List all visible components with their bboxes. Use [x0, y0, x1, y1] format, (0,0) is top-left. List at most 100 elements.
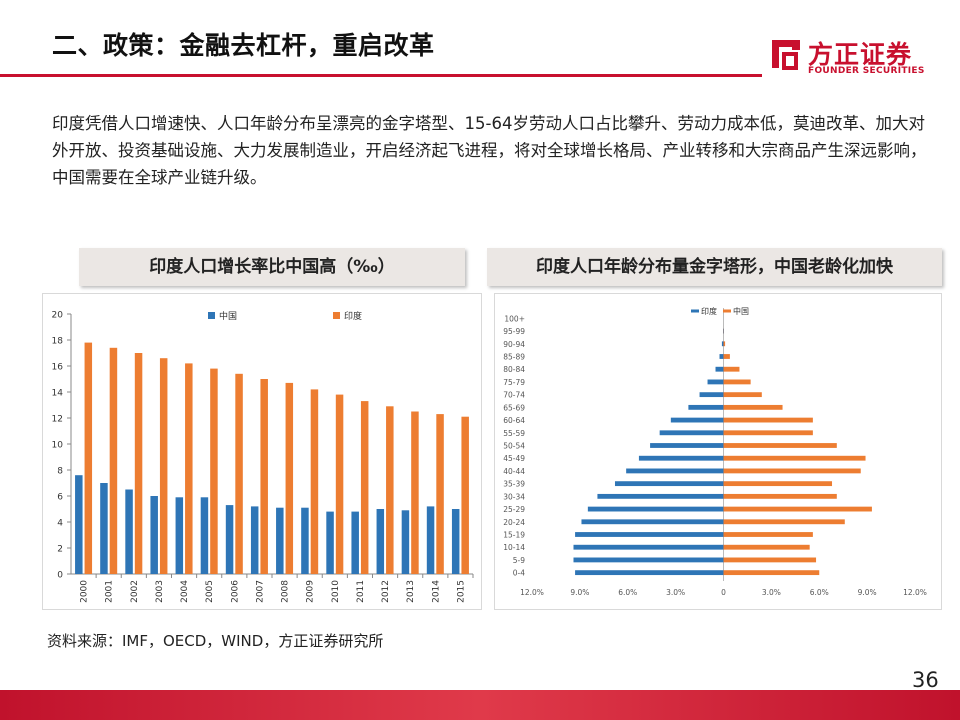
age-group-label: 40-44	[503, 467, 525, 476]
x-tick-label: 2013	[406, 580, 416, 603]
india-bar-2007	[260, 379, 268, 574]
india-bar-2002	[134, 353, 143, 574]
title-divider	[0, 74, 762, 77]
legend-label: 中国	[733, 306, 749, 316]
india-bar-2008	[285, 382, 294, 574]
x-tick-label: 2010	[331, 580, 341, 603]
india-bar-2014	[436, 414, 444, 574]
india-bar-2013	[411, 411, 419, 574]
x-tick-label: 2002	[130, 580, 140, 603]
x-tick-label: 2003	[155, 580, 165, 603]
x-tick-label: 2004	[180, 580, 190, 603]
india-bar-60-64	[670, 417, 724, 423]
india-bar-40-44	[626, 468, 724, 474]
x-tick-label: 2001	[105, 580, 115, 603]
india-bar-80-84	[715, 366, 724, 372]
india-bar-10-14	[573, 544, 724, 550]
age-group-label: 60-64	[503, 416, 525, 425]
india-bar-2015	[461, 416, 469, 574]
age-group-label: 100+	[504, 314, 525, 323]
china-bar-45-49	[723, 455, 866, 461]
age-group-label: 90-94	[503, 340, 525, 349]
x-tick-label: 9.0%	[570, 588, 589, 597]
china-bar-20-24	[723, 519, 845, 525]
footer-bar	[0, 690, 960, 720]
india-bar-30-34	[597, 493, 724, 499]
india-bar-45-49	[638, 455, 724, 461]
china-bar-2008	[276, 507, 284, 574]
x-tick-label: 2015	[456, 580, 466, 603]
y-tick-label: 0	[57, 571, 63, 581]
china-bar-2014	[426, 506, 435, 574]
age-group-label: 0-4	[513, 569, 525, 578]
age-group-label: 70-74	[503, 391, 525, 400]
x-tick-label: 12.0%	[520, 588, 544, 597]
age-group-label: 35-39	[503, 480, 525, 489]
page-title: 二、政策：金融去杠杆，重启改革	[52, 31, 435, 60]
x-tick-label: 9.0%	[858, 588, 877, 597]
age-group-label: 45-49	[503, 454, 525, 463]
x-tick-label: 2007	[255, 580, 265, 603]
chart1-heading: 印度人口增长率比中国高（‰）	[79, 248, 465, 286]
age-group-label: 75-79	[503, 378, 525, 387]
india-bar-5-9	[573, 557, 724, 563]
x-tick-label: 2009	[306, 580, 316, 603]
india-bar-2010	[335, 394, 344, 574]
age-group-label: 80-84	[503, 365, 525, 374]
age-group-label: 55-59	[503, 429, 525, 438]
india-bar-25-29	[587, 506, 724, 512]
x-tick-label: 6.0%	[810, 588, 829, 597]
company-logo: 方正证券 FOUNDER SECURITIES	[768, 38, 938, 82]
chart2-heading: 印度人口年龄分布量金字塔形，中国老龄化加快	[487, 248, 942, 286]
x-tick-label: 0	[721, 588, 726, 597]
population-growth-chart-panel: 0 2 4 6 8 10 12 14 16 18 20 2000 2001 2002 2003 2004 200…	[42, 293, 482, 610]
x-tick-label: 12.0%	[903, 588, 927, 597]
age-group-label: 95-99	[503, 327, 525, 336]
india-bar-2004	[185, 363, 193, 574]
china-bar-0-4	[723, 570, 820, 576]
x-tick-label: 3.0%	[762, 588, 781, 597]
age-group-label: 5-9	[513, 556, 525, 565]
logo-chinese-name: 方正证券	[808, 40, 913, 69]
india-bar-2011	[360, 401, 369, 574]
china-bar-90-94	[723, 341, 726, 347]
india-bar-35-39	[614, 481, 724, 487]
age-group-label: 25-29	[503, 505, 525, 514]
china-bar-2002	[125, 489, 133, 574]
india-bar-50-54	[650, 443, 724, 448]
legend-label: 印度	[344, 310, 362, 322]
china-bar-2004	[175, 497, 184, 574]
y-tick-label: 16	[52, 363, 64, 373]
india-bar-55-59	[659, 430, 724, 436]
x-tick-label: 2014	[431, 580, 441, 603]
china-bar-2005	[200, 497, 209, 574]
india-bar-20-24	[581, 519, 724, 525]
india-bar-2001	[109, 347, 118, 574]
legend-label: 中国	[219, 310, 237, 322]
india-bar-75-79	[707, 379, 724, 385]
age-pyramid-chart: 0-4 5-9 10-14 15-19 20-24 25-29 30-34 35-39 40-4…	[503, 306, 927, 597]
age-group-label: 50-54	[503, 442, 525, 451]
y-tick-label: 18	[52, 337, 64, 347]
china-bar-2013	[401, 510, 410, 574]
legend-label: 印度	[701, 306, 717, 316]
y-tick-label: 2	[57, 545, 63, 555]
china-bar-2010	[326, 511, 334, 574]
india-bar-2005	[210, 368, 218, 574]
x-tick-label: 2012	[381, 580, 391, 603]
source-note: 资料来源：IMF，OECD，WIND，方正证券研究所	[47, 632, 384, 650]
founder-logo-icon	[772, 40, 800, 70]
x-tick-label: 2006	[230, 580, 240, 603]
china-bar-65-69	[723, 404, 783, 410]
india-bar-2006	[235, 373, 243, 574]
china-bar-2003	[150, 496, 158, 574]
india-bar-0-4	[575, 570, 724, 576]
china-bar-55-59	[723, 430, 813, 436]
china-bar-2001	[100, 483, 108, 574]
india-bar-90-94	[721, 341, 724, 347]
legend-swatch-china	[208, 312, 215, 319]
china-bar-75-79	[723, 379, 751, 385]
age-group-label: 15-19	[503, 531, 525, 540]
china-bar-85-89	[723, 354, 730, 359]
page-number: 36	[912, 668, 939, 692]
